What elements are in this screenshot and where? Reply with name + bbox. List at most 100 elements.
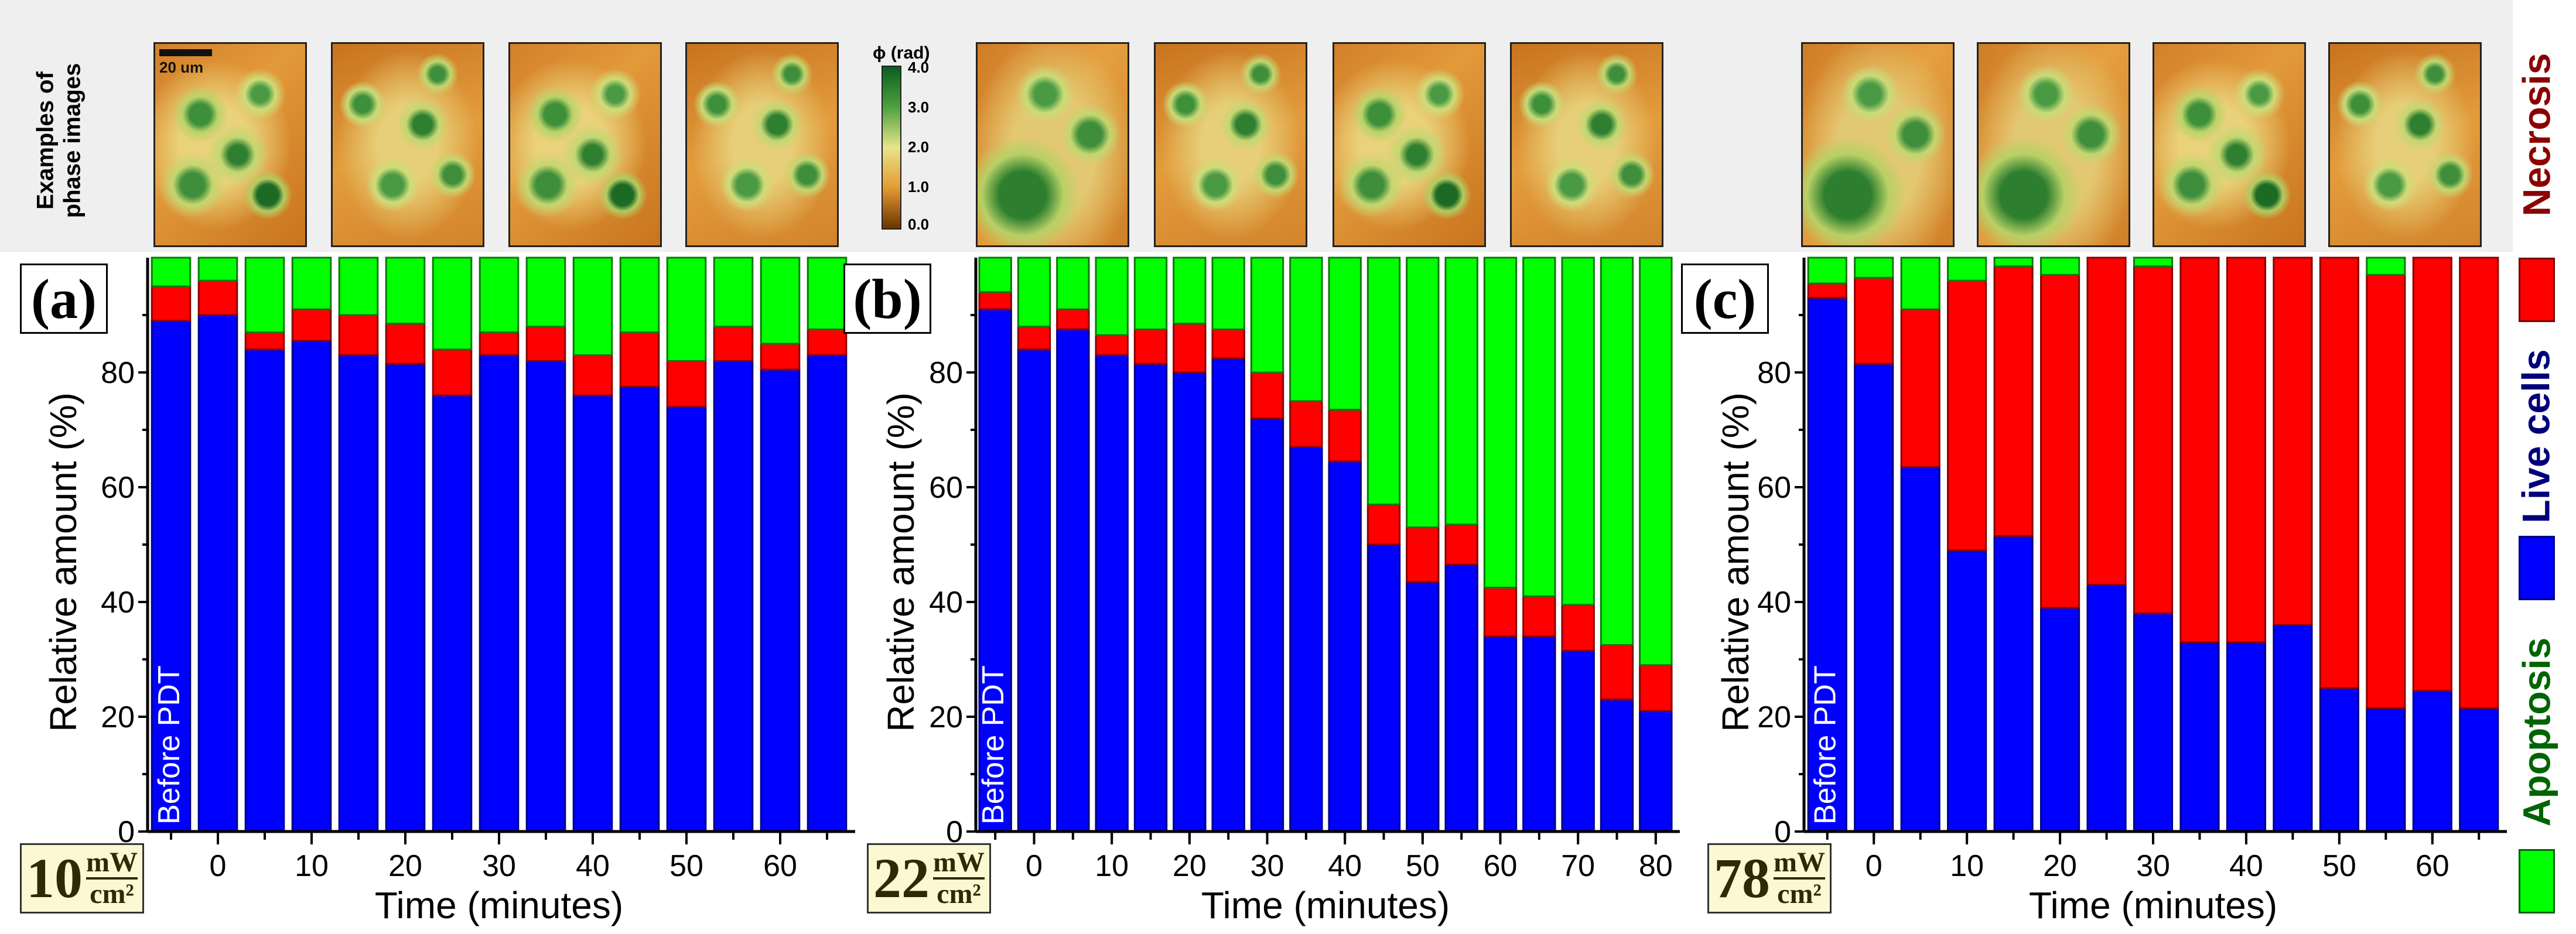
bar-live-cells xyxy=(2226,641,2267,833)
bar-necrosis xyxy=(385,323,426,365)
bar-apoptosis xyxy=(1328,256,1362,411)
bar-apoptosis xyxy=(1289,256,1323,402)
bar-necrosis xyxy=(619,331,660,388)
bar-live-cells xyxy=(1854,362,1894,833)
bar-live-cells xyxy=(1250,417,1284,833)
y-tick-label: 40 xyxy=(101,586,135,620)
bar-necrosis xyxy=(2412,256,2452,692)
bar-live-cells xyxy=(807,354,848,833)
bar-apoptosis xyxy=(244,256,285,333)
bar-necrosis xyxy=(2133,265,2174,615)
bar-live-cells xyxy=(2319,687,2359,833)
bar-live-cells xyxy=(1017,348,1051,833)
bar-necrosis xyxy=(666,360,707,408)
phase-image-a3 xyxy=(508,42,662,247)
y-tick-label: 60 xyxy=(929,471,963,505)
bar-live-cells xyxy=(760,368,801,833)
phase-image-c1 xyxy=(1801,42,1955,247)
bar-live-cells xyxy=(2179,641,2220,833)
colorbar-tick: 3.0 xyxy=(908,98,930,116)
bar-necrosis xyxy=(291,308,332,342)
bar-necrosis xyxy=(1250,371,1284,419)
bar-necrosis xyxy=(1289,400,1323,448)
bar-apoptosis xyxy=(1250,256,1284,374)
y-tick-label: 20 xyxy=(101,700,135,734)
y-tick-label: 40 xyxy=(929,586,963,620)
x-tick-label: 60 xyxy=(763,849,797,883)
bar-necrosis xyxy=(197,279,238,316)
bar-necrosis xyxy=(2319,256,2359,689)
bar-apoptosis xyxy=(978,256,1012,293)
bar-necrosis xyxy=(338,314,379,357)
power-unit-den: cm² xyxy=(1777,878,1822,909)
y-tick-label: 80 xyxy=(1757,356,1791,390)
bar-necrosis xyxy=(1600,644,1634,701)
bar-necrosis xyxy=(1483,587,1518,638)
bar-apoptosis xyxy=(1522,256,1556,597)
bar-live-cells xyxy=(2459,707,2499,833)
legend-apoptosis-swatch xyxy=(2519,849,2555,914)
bar-necrosis xyxy=(1807,282,1847,299)
bar-live-cells xyxy=(1483,635,1518,833)
y-tick-label: 80 xyxy=(101,356,135,390)
bar-necrosis xyxy=(1366,503,1401,546)
phase-colorbar xyxy=(882,66,901,230)
bar-live-cells xyxy=(151,320,192,833)
panel-label-a: (a) xyxy=(20,264,108,334)
bar-live-cells xyxy=(572,394,613,833)
legend-live-swatch xyxy=(2519,536,2555,600)
x-tick-label: 60 xyxy=(2416,849,2449,883)
bar-live-cells xyxy=(1406,581,1440,833)
x-tick-label: 80 xyxy=(1639,849,1673,883)
bar-live-cells xyxy=(2039,607,2080,833)
before-pdt-label: Before PDT xyxy=(1809,665,1843,824)
bar-live-cells xyxy=(713,360,754,833)
bar-apoptosis xyxy=(760,256,801,345)
bar-live-cells xyxy=(1522,635,1556,833)
y-tick-label: 40 xyxy=(1757,586,1791,620)
x-tick-label: 20 xyxy=(1173,849,1207,883)
bar-apoptosis xyxy=(1807,256,1847,285)
legend-apoptosis-text: Apoptosis xyxy=(2514,637,2558,827)
phase-image-a1 xyxy=(153,42,307,247)
x-tick-label: 20 xyxy=(388,849,422,883)
bar-apoptosis xyxy=(619,256,660,333)
bar-apoptosis xyxy=(1211,256,1245,330)
x-tick-label: 10 xyxy=(1950,849,1984,883)
bar-apoptosis xyxy=(432,256,473,351)
bar-apoptosis xyxy=(291,256,332,310)
bar-necrosis xyxy=(978,291,1012,310)
bar-live-cells xyxy=(2086,584,2127,833)
x-tick-label: 40 xyxy=(2229,849,2263,883)
power-density-a: 10 mW cm² xyxy=(20,843,144,914)
bar-necrosis xyxy=(2086,256,2127,586)
bar-necrosis xyxy=(1056,308,1090,331)
x-axis-title: Time (minutes) xyxy=(375,884,623,926)
bar-necrosis xyxy=(1173,323,1207,374)
bar-necrosis xyxy=(1211,329,1245,359)
bar-apoptosis xyxy=(2039,256,2080,276)
phase-image-c2 xyxy=(1977,42,2130,247)
bar-necrosis xyxy=(1328,409,1362,463)
bar-live-cells xyxy=(1173,371,1207,833)
bar-apoptosis xyxy=(666,256,707,362)
bar-necrosis xyxy=(1444,524,1478,566)
bar-live-cells xyxy=(2412,690,2452,833)
bar-necrosis xyxy=(713,326,754,362)
bar-live-cells xyxy=(1993,535,2034,833)
scale-bar xyxy=(159,49,212,56)
phase-image-c3 xyxy=(2153,42,2306,247)
bar-necrosis xyxy=(807,329,848,357)
bar-live-cells xyxy=(978,308,1012,833)
bar-live-cells xyxy=(1095,354,1129,833)
bar-necrosis xyxy=(1854,276,1894,365)
bar-live-cells xyxy=(1947,549,1987,833)
x-tick-label: 40 xyxy=(576,849,610,883)
x-axis-title: Time (minutes) xyxy=(1201,884,1450,926)
bar-apoptosis xyxy=(151,256,192,288)
y-axis-title: Relative amount (%) xyxy=(42,392,84,732)
bar-necrosis xyxy=(1993,265,2034,537)
bar-necrosis xyxy=(1639,664,1673,712)
y-tick-label: 20 xyxy=(1757,700,1791,734)
